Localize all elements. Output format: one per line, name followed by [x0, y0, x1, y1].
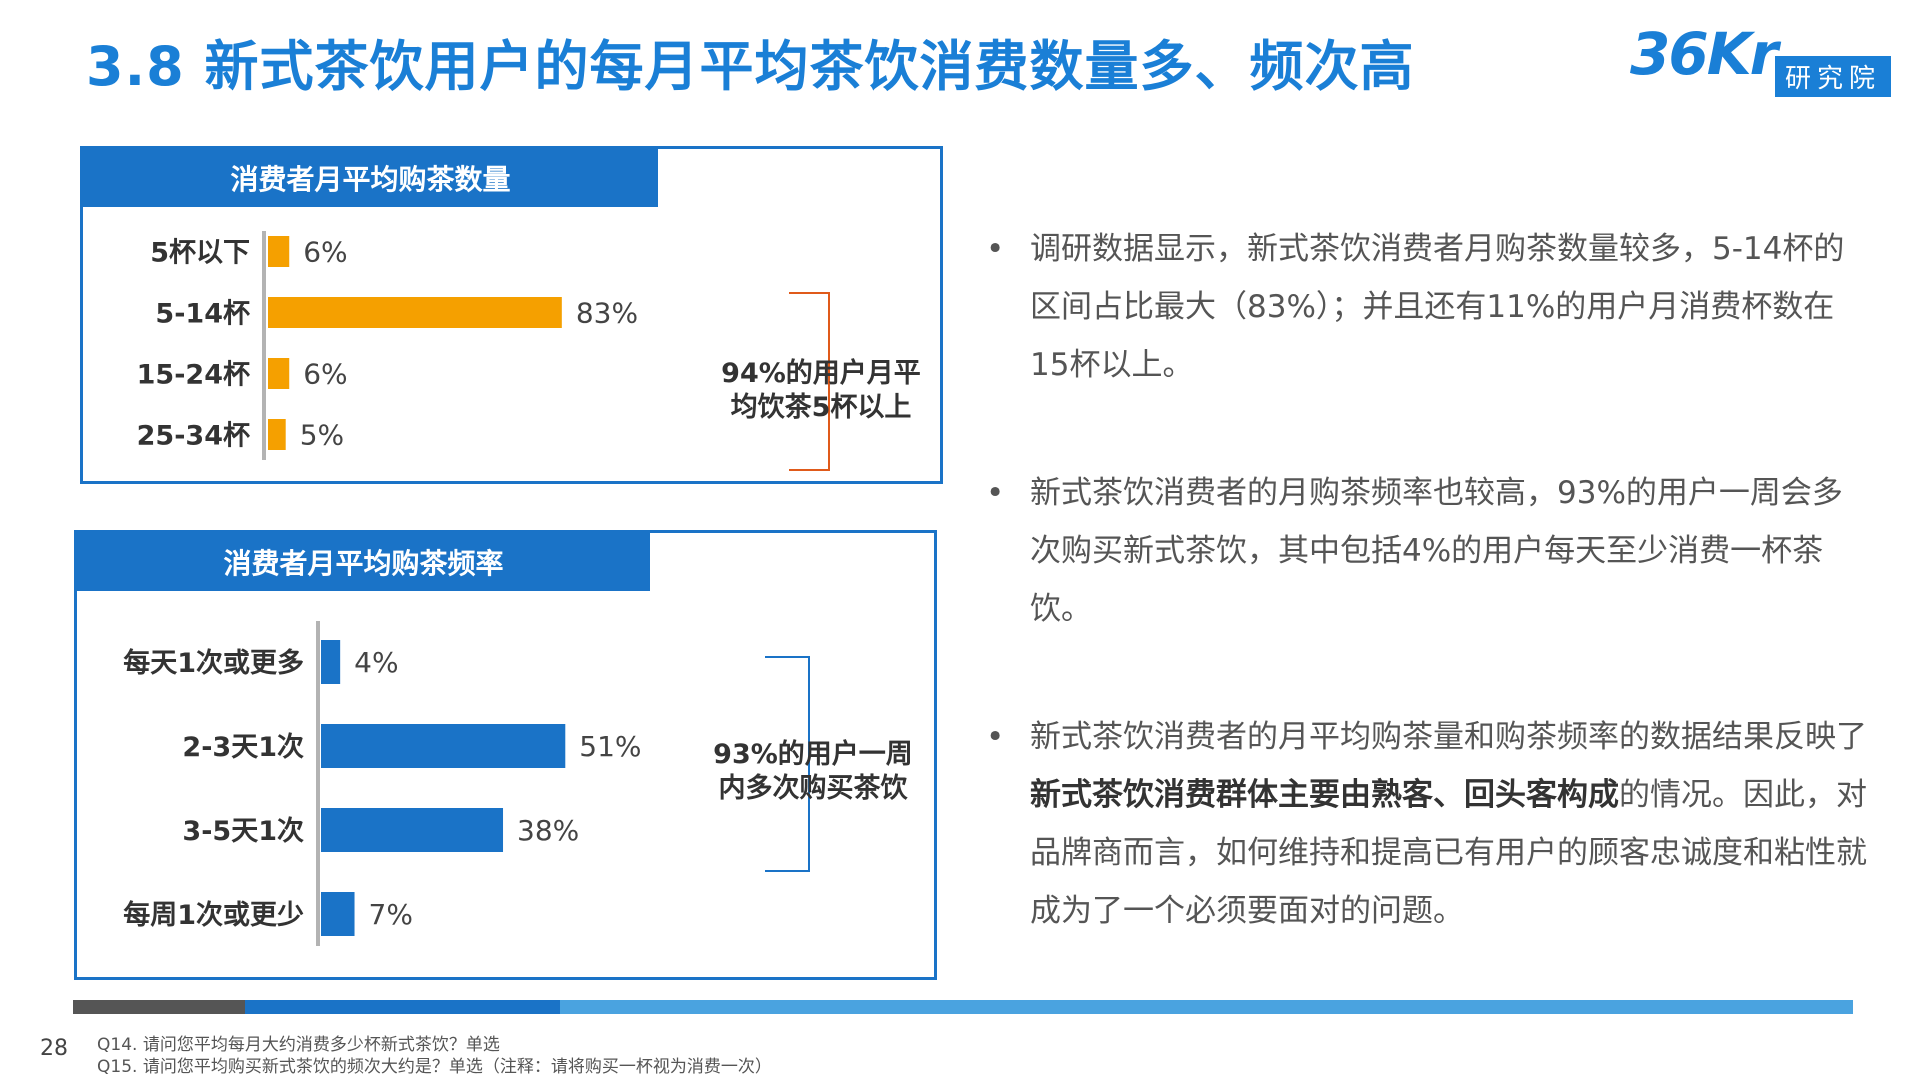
bar	[321, 724, 566, 768]
value-label: 6%	[303, 358, 347, 391]
bullet-item: • 调研数据显示，新式茶饮消费者月购茶数量较多，5-14杯的区间占比最大（83%…	[980, 220, 1870, 394]
bar	[321, 808, 504, 852]
category-label: 5-14杯	[155, 299, 250, 330]
footer-bar	[73, 1000, 1853, 1014]
panel-purchase-quantity: 消费者月平均购茶数量 5杯以下 6% 5-14杯 83% 15-24杯 6% 25-34杯 5…	[80, 146, 943, 484]
bullet-marker: •	[986, 475, 1005, 511]
category-label: 15-24杯	[137, 360, 250, 391]
bracket	[789, 292, 830, 471]
page-title: 3.8 新式茶饮用户的每月平均茶饮消费数量多、频次高	[86, 35, 1415, 98]
annotation-label: 93%的用户一周	[713, 738, 913, 770]
bullet-text: 新式茶饮消费者的月购茶频率也较高，93%的用户一周会多次购买新式茶饮，其中包括4…	[1030, 475, 1843, 627]
logo-text: 36Kr	[1630, 20, 1778, 88]
bullet-text-bold: 新式茶饮消费群体主要由熟客、回头客构成	[1030, 777, 1619, 813]
bullet-text-post: 的情况。因此，对品牌商而言，如何维持和提高已有用户的顾客忠诚度和粘性就成为了一个…	[1030, 777, 1867, 929]
value-label: 5%	[300, 419, 344, 452]
bullet-marker: •	[986, 231, 1005, 267]
bar	[268, 358, 290, 389]
value-label: 7%	[369, 898, 413, 931]
category-label: 每天1次或更多	[123, 647, 304, 679]
chart-purchase-quantity: 5杯以下 6% 5-14杯 83% 15-24杯 6% 25-34杯 5% 94%的用户月平均饮…	[137, 231, 921, 471]
footnote-q14: Q14. 请问您平均每月大约消费多少杯新式茶饮？单选	[97, 1035, 500, 1055]
value-label: 83%	[576, 297, 638, 330]
category-label: 3-5天1次	[182, 816, 304, 847]
annotation-label: 94%的用户月平	[721, 357, 921, 389]
footer-bar-segment	[245, 1000, 560, 1014]
footnote-q15: Q15. 请问您平均购买新式茶饮的频次大约是？单选（注释：请将购买一杯视为消费一…	[97, 1057, 772, 1077]
footer-bar-segment	[560, 1000, 1853, 1014]
value-label: 6%	[303, 236, 347, 269]
bullet-text-pre: 新式茶饮消费者的月平均购茶量和购茶频率的数据结果反映了	[1030, 719, 1867, 755]
bar	[268, 419, 286, 450]
bar	[268, 297, 562, 328]
value-label: 38%	[517, 814, 579, 847]
value-label: 4%	[354, 646, 398, 679]
bullet-list: • 调研数据显示，新式茶饮消费者月购茶数量较多，5-14杯的区间占比最大（83%…	[980, 220, 1870, 1010]
bar	[321, 892, 355, 936]
bar	[321, 640, 341, 684]
panel-header: 消费者月平均购茶频率	[77, 533, 650, 591]
annotation-label: 均饮茶5杯以上	[731, 392, 912, 423]
bullet-item: • 新式茶饮消费者的月平均购茶量和购茶频率的数据结果反映了新式茶饮消费群体主要由…	[980, 708, 1870, 940]
chart-purchase-frequency: 每天1次或更多 4% 2-3天1次 51% 3-5天1次 38% 每周1次或更少 7% 93%的…	[123, 621, 913, 946]
panel-purchase-frequency: 消费者月平均购茶频率 每天1次或更多 4% 2-3天1次 51% 3-5天1次 38% 每周…	[74, 530, 937, 980]
bar	[268, 236, 290, 267]
bracket	[765, 656, 810, 872]
category-label: 每周1次或更少	[123, 899, 304, 931]
brand-logo: 36Kr 研究院	[1630, 18, 1900, 98]
value-label: 51%	[579, 730, 641, 763]
axis-line	[262, 231, 266, 460]
panel-header: 消费者月平均购茶数量	[83, 149, 658, 207]
annotation-label: 内多次购买茶饮	[719, 773, 909, 804]
axis-line	[316, 621, 320, 946]
bullet-text: 调研数据显示，新式茶饮消费者月购茶数量较多，5-14杯的区间占比最大（83%）；…	[1030, 231, 1845, 383]
footer-bar-segment	[73, 1000, 245, 1014]
bullet-marker: •	[986, 719, 1005, 755]
category-label: 5杯以下	[150, 238, 250, 269]
logo-subtitle: 研究院	[1775, 56, 1892, 97]
category-label: 2-3天1次	[182, 732, 304, 763]
bullet-item: • 新式茶饮消费者的月购茶频率也较高，93%的用户一周会多次购买新式茶饮，其中包…	[980, 464, 1870, 638]
category-label: 25-34杯	[137, 421, 250, 452]
page-number: 28	[40, 1036, 68, 1061]
